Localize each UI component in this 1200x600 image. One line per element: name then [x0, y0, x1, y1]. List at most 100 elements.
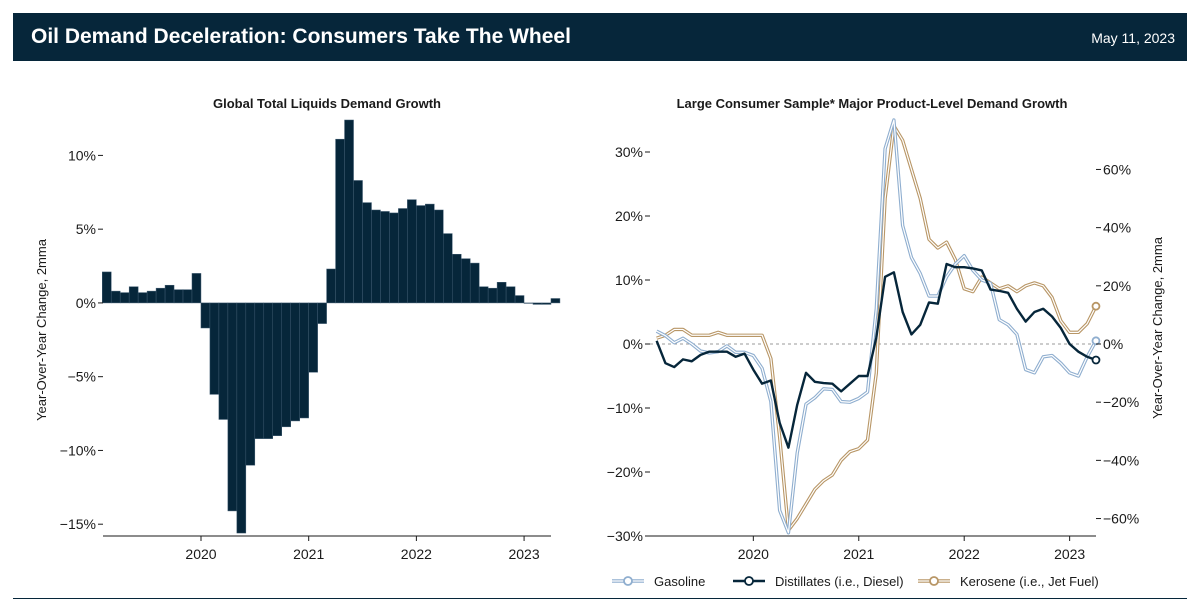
- header-banner: Oil Demand Deceleration: Consumers Take …: [13, 13, 1187, 61]
- bar: [371, 209, 381, 304]
- bar: [119, 292, 130, 304]
- right-chart-series: [655, 118, 1101, 535]
- left-y-tick-label: 20%: [615, 208, 643, 224]
- bar: [416, 205, 426, 304]
- bar: [191, 273, 202, 304]
- right-chart: Large Consumer Sample* Major Product-Lev…: [607, 96, 1165, 589]
- bottom-rule: [13, 598, 1187, 599]
- bar: [272, 302, 282, 436]
- left-y-tick-label: 10%: [615, 272, 643, 288]
- bar: [496, 282, 507, 304]
- bar: [317, 302, 327, 324]
- left-chart-bars: [102, 119, 561, 534]
- series-end-marker: [1091, 301, 1101, 311]
- left-y-tick-label: −20%: [607, 464, 643, 480]
- series-line-inner: [656, 119, 1097, 534]
- right-chart-x-ticks: 2020 2021 2022 2023: [738, 536, 1085, 562]
- left-y-tick-label: 30%: [615, 144, 643, 160]
- y-tick-label: −10%: [60, 442, 96, 458]
- legend-label: Kerosene (i.e., Jet Fuel): [960, 574, 1099, 589]
- legend-item: Distillates (i.e., Diesel): [733, 574, 904, 589]
- bar: [227, 302, 238, 512]
- bar: [173, 289, 184, 304]
- bar: [209, 302, 220, 395]
- bar: [254, 302, 265, 439]
- bar: [218, 302, 229, 420]
- bar: [335, 138, 345, 304]
- left-chart-y-ticks: 10% 5% 0% −5% −10% −15%: [60, 147, 103, 532]
- x-tick-label: 2020: [738, 546, 769, 562]
- bar: [128, 286, 139, 304]
- bar: [389, 212, 399, 304]
- bar: [505, 286, 516, 304]
- x-tick-label: 2020: [185, 546, 216, 562]
- bar: [407, 199, 417, 304]
- bar: [164, 284, 175, 304]
- bar: [469, 262, 480, 304]
- bar: [110, 290, 121, 304]
- y-tick-label: −5%: [68, 369, 96, 385]
- left-chart-title: Global Total Liquids Demand Growth: [213, 96, 441, 111]
- right-chart-right-y-ticks: 60% 40% 20% 0% −20% −40% −60%: [1096, 161, 1139, 527]
- x-tick-label: 2023: [508, 546, 539, 562]
- page-title: Oil Demand Deceleration: Consumers Take …: [31, 25, 571, 48]
- series-line-inner: [656, 125, 1097, 531]
- bar: [353, 180, 363, 304]
- bar: [236, 302, 247, 534]
- bar: [460, 258, 471, 304]
- y-tick-label: 5%: [76, 221, 96, 237]
- bar: [550, 298, 561, 304]
- right-y-tick-label: −20%: [1103, 394, 1139, 410]
- bar: [487, 287, 498, 304]
- bar: [380, 211, 390, 304]
- bar: [443, 233, 453, 304]
- bar: [102, 271, 112, 304]
- bar: [308, 302, 318, 373]
- bar: [245, 302, 256, 466]
- legend-marker: [744, 576, 754, 586]
- x-tick-label: 2022: [949, 546, 980, 562]
- x-tick-label: 2022: [401, 546, 432, 562]
- bar: [362, 202, 372, 304]
- right-y-tick-label: 20%: [1103, 278, 1131, 294]
- right-chart-legend: Gasoline Distillates (i.e., Diesel) Kerose…: [612, 574, 1099, 589]
- bar: [541, 302, 552, 305]
- legend-item: Gasoline: [612, 574, 705, 589]
- series-line-outer: [656, 124, 1098, 532]
- bar: [200, 302, 211, 329]
- right-chart-title: Large Consumer Sample* Major Product-Lev…: [677, 96, 1068, 111]
- y-tick-label: 0%: [76, 295, 96, 311]
- bar: [137, 292, 148, 304]
- bar: [146, 290, 157, 304]
- y-tick-label: 10%: [68, 147, 96, 163]
- left-chart-y-label: Year-Over-Year Change, 2mma: [34, 238, 49, 421]
- series-end-marker: [1091, 336, 1101, 346]
- y-tick-label: −15%: [60, 516, 96, 532]
- left-y-tick-label: 0%: [623, 336, 643, 352]
- series-end-marker: [1091, 355, 1101, 365]
- series-line: [655, 262, 1097, 449]
- right-y-tick-label: 0%: [1103, 336, 1123, 352]
- right-y-tick-label: 60%: [1103, 161, 1131, 177]
- left-y-tick-label: −10%: [607, 400, 643, 416]
- left-chart-x-ticks: 2020 2021 2022 2023: [185, 536, 540, 562]
- bar: [299, 302, 309, 419]
- bar: [523, 302, 534, 304]
- legend-label: Distillates (i.e., Diesel): [775, 574, 904, 589]
- bar: [263, 302, 273, 439]
- bar: [290, 302, 300, 422]
- series-line-outer: [655, 118, 1098, 535]
- bar: [452, 253, 462, 304]
- legend-marker: [929, 576, 939, 586]
- bar: [425, 203, 435, 304]
- legend-label: Gasoline: [654, 574, 705, 589]
- bar: [155, 287, 166, 304]
- right-y-tick-label: −40%: [1103, 452, 1139, 468]
- x-tick-label: 2021: [293, 546, 324, 562]
- bar: [398, 208, 408, 304]
- legend-marker: [623, 576, 633, 586]
- bar: [532, 302, 543, 305]
- legend-item: Kerosene (i.e., Jet Fuel): [918, 574, 1099, 589]
- bar: [182, 289, 193, 304]
